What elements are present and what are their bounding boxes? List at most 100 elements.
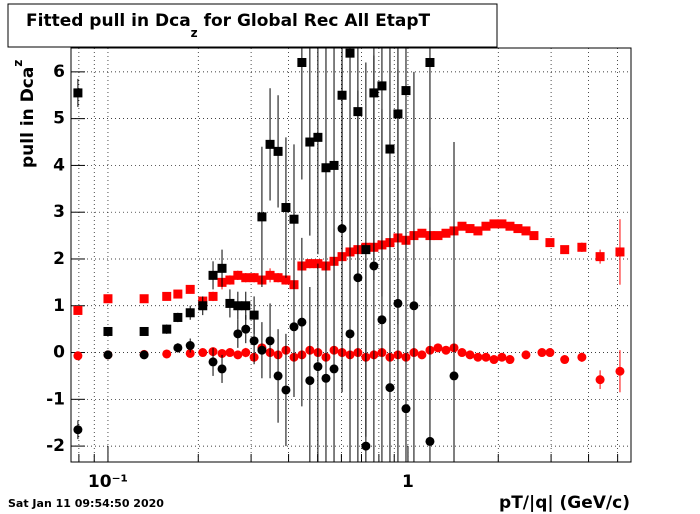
marker (385, 144, 395, 154)
marker (249, 273, 259, 283)
marker (73, 351, 83, 361)
marker (345, 48, 355, 58)
marker (139, 350, 149, 360)
marker (225, 275, 235, 285)
marker (225, 298, 235, 308)
marker (297, 58, 307, 68)
marker (208, 357, 218, 367)
marker (241, 324, 251, 334)
marker (185, 341, 195, 351)
marker (577, 242, 587, 252)
marker (497, 219, 507, 229)
marker (529, 231, 539, 241)
title-text: for Global Rec All EtapT (198, 11, 431, 31)
marker (198, 301, 208, 311)
marker (473, 226, 483, 236)
y-tick-label: -2 (46, 436, 65, 456)
marker (353, 273, 363, 283)
marker (337, 224, 347, 234)
marker (489, 219, 499, 229)
marker (225, 348, 235, 358)
marker (297, 317, 307, 327)
marker (489, 355, 499, 365)
marker (289, 214, 299, 224)
marker (417, 350, 427, 360)
marker (305, 376, 315, 386)
marker (369, 261, 379, 271)
y-tick-label: -1 (46, 389, 65, 409)
marker (449, 371, 459, 381)
marker (73, 305, 83, 315)
marker (241, 273, 251, 283)
x-tick-label: 10⁻¹ (88, 472, 128, 492)
marker (313, 362, 323, 372)
marker (185, 284, 195, 294)
marker (185, 308, 195, 318)
marker (73, 88, 83, 98)
marker (265, 139, 275, 149)
marker (560, 355, 570, 365)
marker (457, 221, 467, 231)
marker (217, 364, 227, 374)
marker (103, 350, 113, 360)
marker (425, 58, 435, 68)
marker (162, 291, 172, 301)
y-tick-label: 6 (53, 62, 65, 82)
marker (401, 404, 411, 414)
marker (409, 301, 419, 311)
marker (521, 226, 531, 236)
marker (361, 245, 371, 255)
title-subscript: z (191, 26, 198, 40)
y-label-text: pull in Dca (18, 67, 38, 168)
marker (425, 436, 435, 446)
marker (545, 238, 555, 248)
marker (465, 224, 475, 234)
y-tick-label: 1 (53, 296, 65, 316)
marker (103, 294, 113, 304)
marker (505, 221, 515, 231)
y-label-subscript: z (11, 60, 25, 67)
marker (73, 425, 83, 435)
title-box (7, 3, 498, 48)
marker (537, 348, 547, 358)
marker (321, 163, 331, 173)
marker (473, 352, 483, 362)
marker (198, 348, 208, 358)
marker (281, 203, 291, 213)
marker (217, 348, 227, 358)
marker (595, 375, 605, 385)
marker (441, 345, 451, 355)
marker (513, 224, 523, 234)
y-axis-label: pull in Dcaz (11, 60, 39, 168)
timestamp: Sat Jan 11 09:54:50 2020 (8, 497, 164, 510)
plot-frame (70, 47, 632, 463)
marker (465, 350, 475, 360)
y-tick-label: 2 (53, 249, 65, 269)
marker (505, 355, 515, 365)
marker (433, 231, 443, 241)
marker (560, 245, 570, 255)
marker (103, 326, 113, 336)
marker (329, 160, 339, 170)
marker (577, 352, 587, 362)
marker (305, 137, 315, 147)
marker (545, 348, 555, 358)
marker (139, 326, 149, 336)
marker (615, 366, 625, 376)
marker (249, 310, 259, 320)
marker (615, 247, 625, 257)
marker (313, 132, 323, 142)
marker (265, 336, 275, 346)
marker (481, 352, 491, 362)
marker (385, 383, 395, 393)
marker (521, 350, 531, 360)
marker (162, 324, 172, 334)
marker (185, 348, 195, 358)
marker (241, 301, 251, 311)
x-tick-label: 1 (402, 472, 414, 492)
marker (457, 348, 467, 358)
marker (233, 329, 243, 339)
marker (595, 252, 605, 262)
marker (241, 348, 251, 358)
marker (233, 301, 243, 311)
